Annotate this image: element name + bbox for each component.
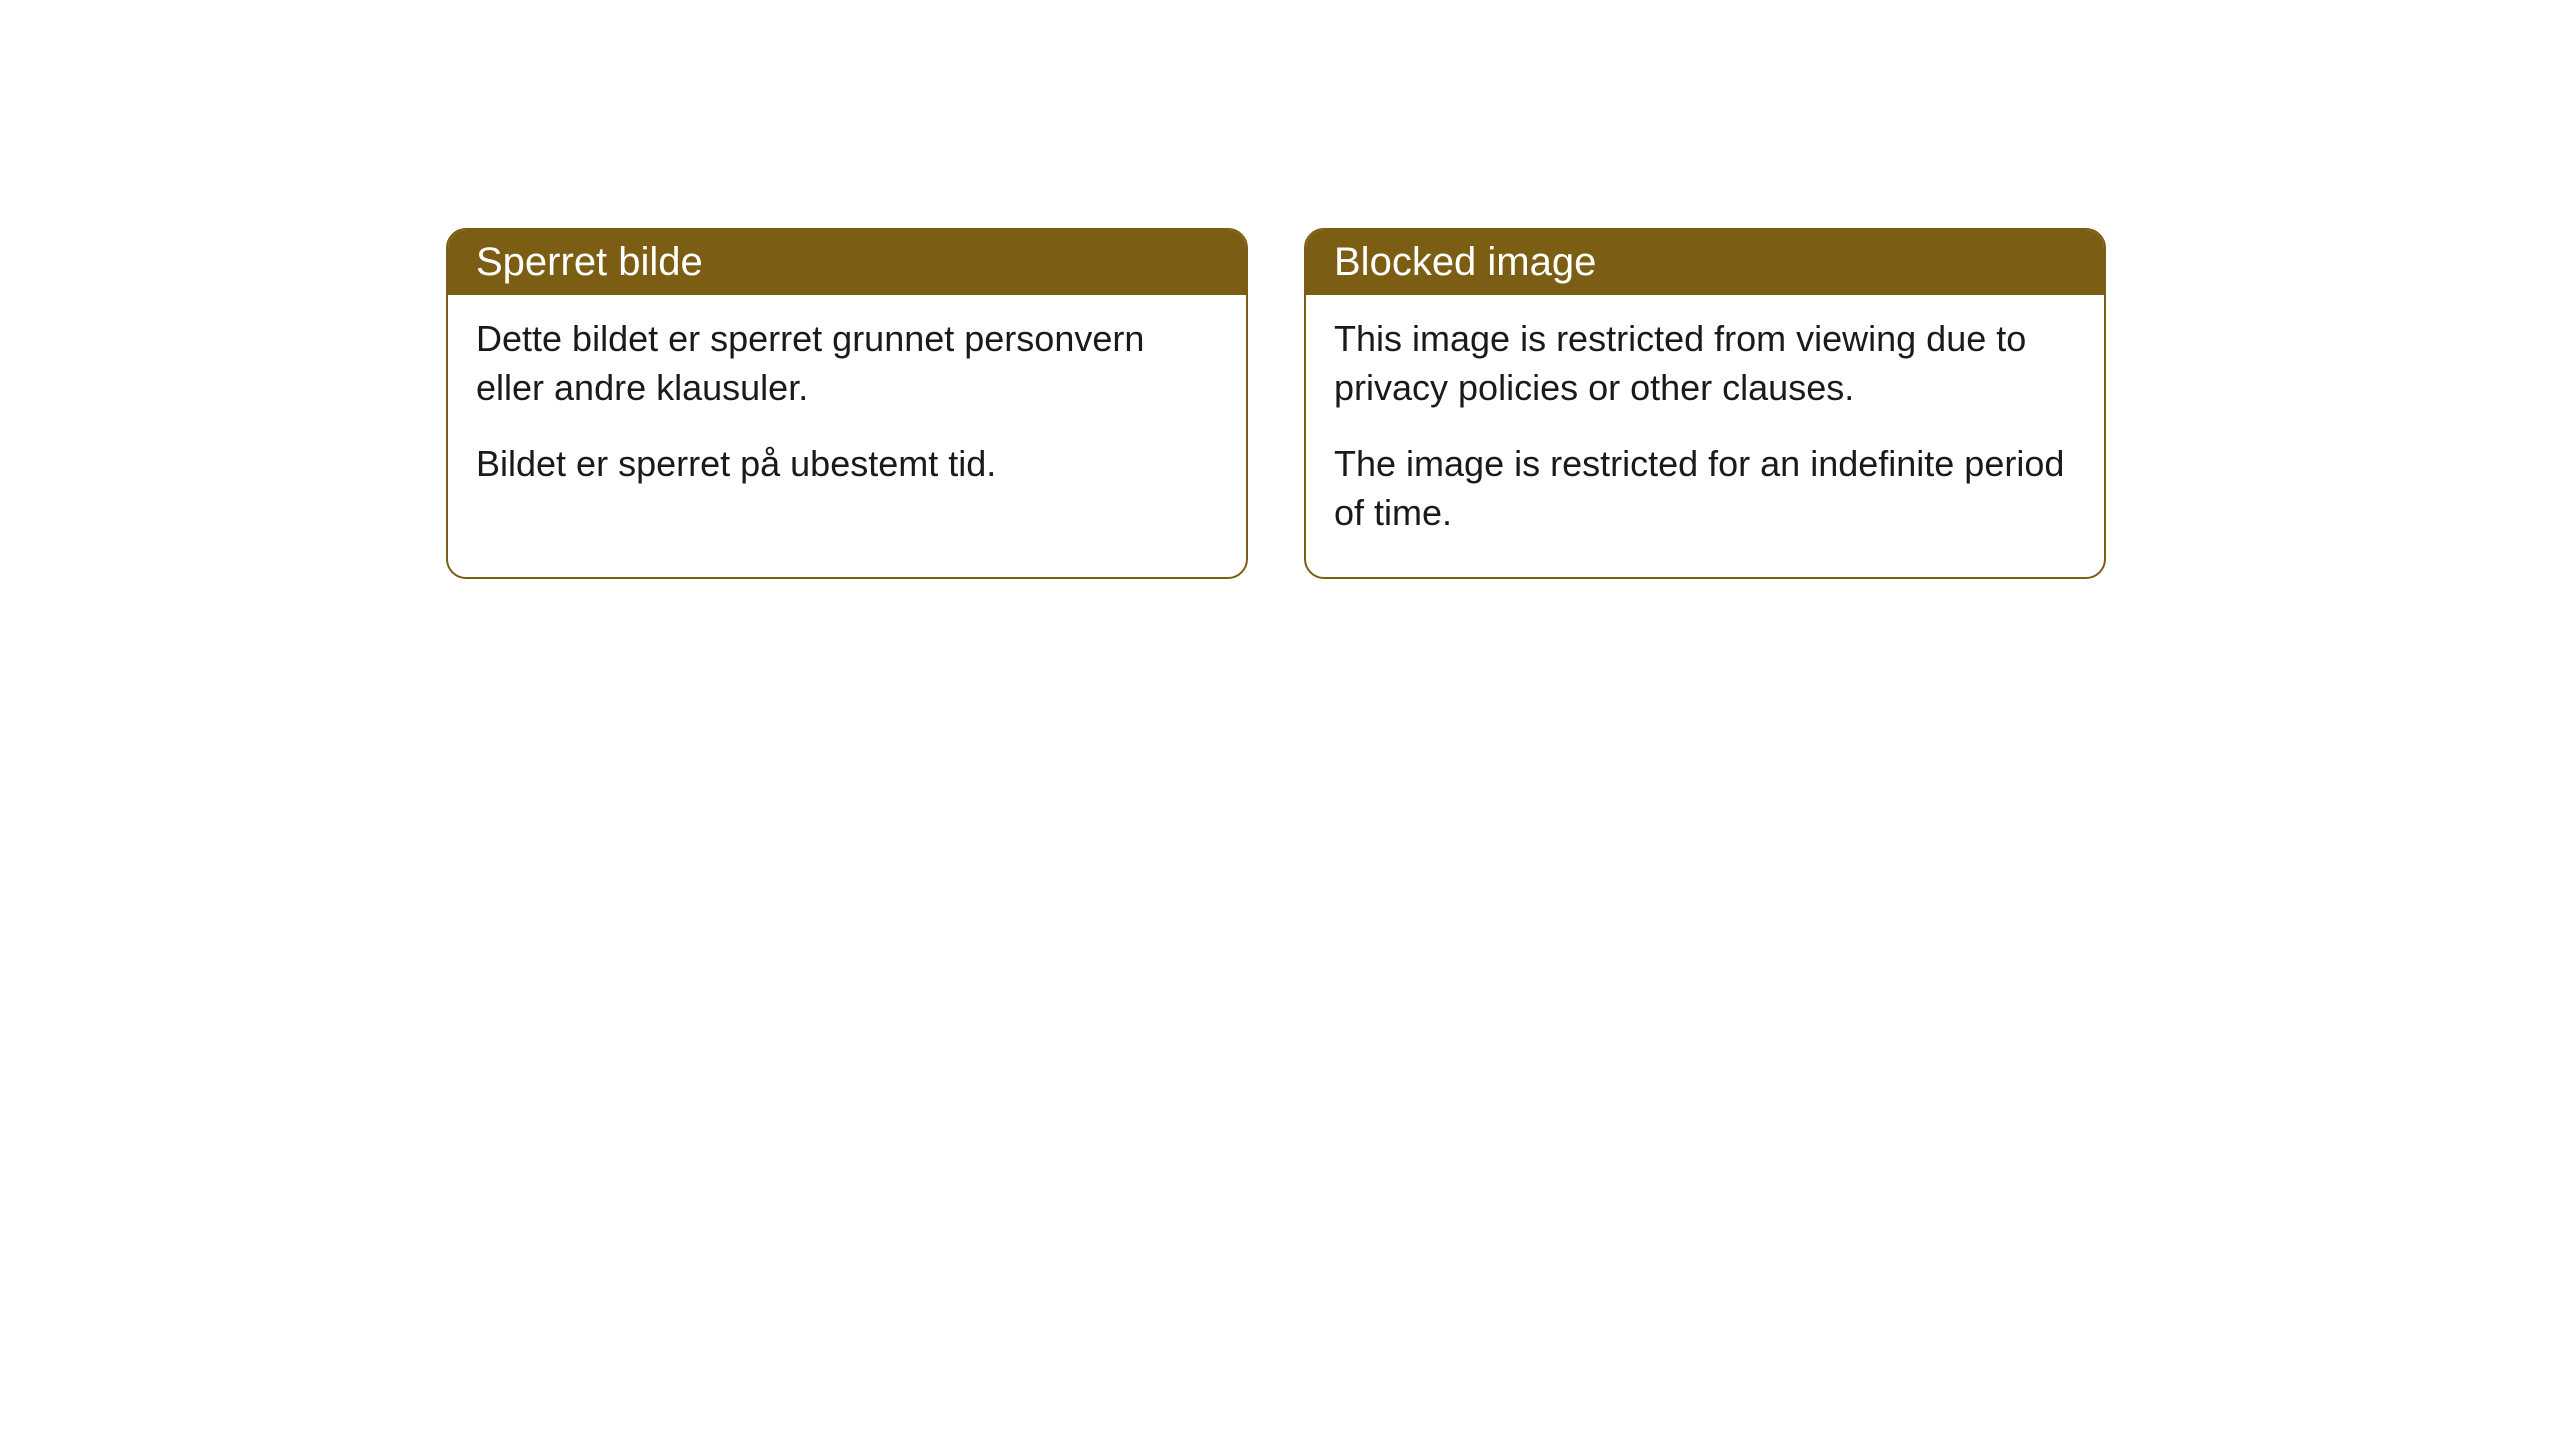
card-header: Sperret bilde [448, 230, 1246, 295]
card-body: This image is restricted from viewing du… [1306, 295, 2104, 577]
card-paragraph: Dette bildet er sperret grunnet personve… [476, 315, 1218, 412]
card-paragraph: Bildet er sperret på ubestemt tid. [476, 440, 1218, 489]
card-title: Blocked image [1334, 240, 1596, 284]
card-title: Sperret bilde [476, 240, 703, 284]
card-paragraph: This image is restricted from viewing du… [1334, 315, 2076, 412]
card-body: Dette bildet er sperret grunnet personve… [448, 295, 1246, 529]
card-paragraph: The image is restricted for an indefinit… [1334, 440, 2076, 537]
notice-card-norwegian: Sperret bilde Dette bildet er sperret gr… [446, 228, 1248, 579]
notice-container: Sperret bilde Dette bildet er sperret gr… [446, 228, 2106, 579]
card-header: Blocked image [1306, 230, 2104, 295]
notice-card-english: Blocked image This image is restricted f… [1304, 228, 2106, 579]
